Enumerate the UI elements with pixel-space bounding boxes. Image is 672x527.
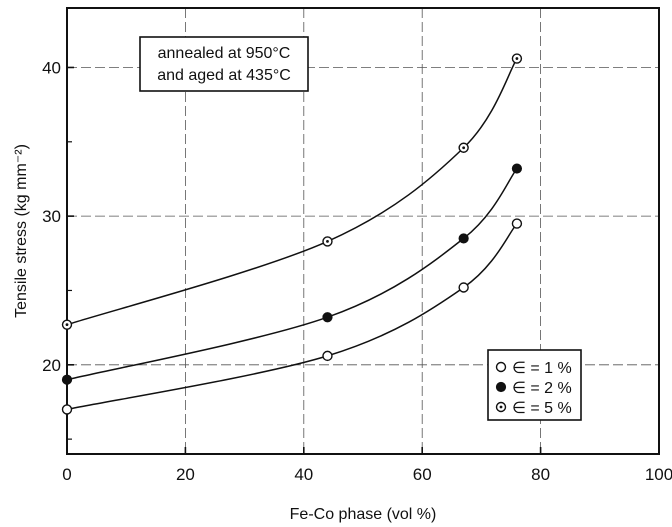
legend-marker-3 xyxy=(497,403,506,412)
x-tick-label: 40 xyxy=(294,465,313,484)
series-1-point xyxy=(459,283,468,292)
x-tick-label: 0 xyxy=(62,465,71,484)
series-1-point xyxy=(63,405,72,414)
marker-shape xyxy=(63,375,72,384)
series-3-point xyxy=(459,143,468,152)
x-tick-label: 80 xyxy=(531,465,550,484)
series-3-curve xyxy=(67,59,517,325)
y-tick-label: 40 xyxy=(42,58,61,77)
marker-shape xyxy=(512,219,521,228)
marker-shape xyxy=(323,313,332,322)
marker-shape xyxy=(512,164,521,173)
data-points xyxy=(63,54,522,414)
legend-marker-2 xyxy=(497,383,506,392)
marker-shape xyxy=(323,351,332,360)
marker-shape xyxy=(497,383,506,392)
series-2-point xyxy=(63,375,72,384)
legend-marker-1 xyxy=(497,363,506,372)
series-3-point xyxy=(512,54,521,63)
series-3-point xyxy=(323,237,332,246)
legend-label-1: ∈ = 1 % xyxy=(512,360,572,377)
legend: ∈ = 1 % ∈ = 2 % ∈ = 5 % xyxy=(488,350,581,420)
annotation-line-2: and aged at 435°C xyxy=(157,67,291,84)
marker-shape xyxy=(459,283,468,292)
x-axis-label: Fe-Co phase (vol %) xyxy=(290,506,437,523)
marker-shape xyxy=(63,405,72,414)
marker-shape xyxy=(497,363,506,372)
marker-dot xyxy=(66,323,69,326)
annotation-line-1: annealed at 950°C xyxy=(158,45,291,62)
series-2-point xyxy=(323,313,332,322)
series-3-point xyxy=(63,320,72,329)
series-2-point xyxy=(459,234,468,243)
x-tick-label: 60 xyxy=(413,465,432,484)
series-1-curve xyxy=(67,224,517,410)
series-1-point xyxy=(512,219,521,228)
y-tick-label: 20 xyxy=(42,356,61,375)
y-tick-label: 30 xyxy=(42,207,61,226)
annotation-box: annealed at 950°C and aged at 435°C xyxy=(140,37,308,91)
legend-label-3: ∈ = 5 % xyxy=(512,400,572,417)
marker-dot xyxy=(326,240,329,243)
marker-dot xyxy=(500,406,503,409)
series-2-curve xyxy=(67,169,517,380)
series-1-point xyxy=(323,351,332,360)
series-curves xyxy=(67,59,517,410)
marker-shape xyxy=(459,234,468,243)
y-axis-label: Tensile stress (kg mm⁻²) xyxy=(13,144,30,318)
legend-label-2: ∈ = 2 % xyxy=(512,380,572,397)
x-tick-label: 100 xyxy=(645,465,672,484)
series-2-point xyxy=(512,164,521,173)
marker-dot xyxy=(516,57,519,60)
x-tick-label: 20 xyxy=(176,465,195,484)
marker-dot xyxy=(462,146,465,149)
